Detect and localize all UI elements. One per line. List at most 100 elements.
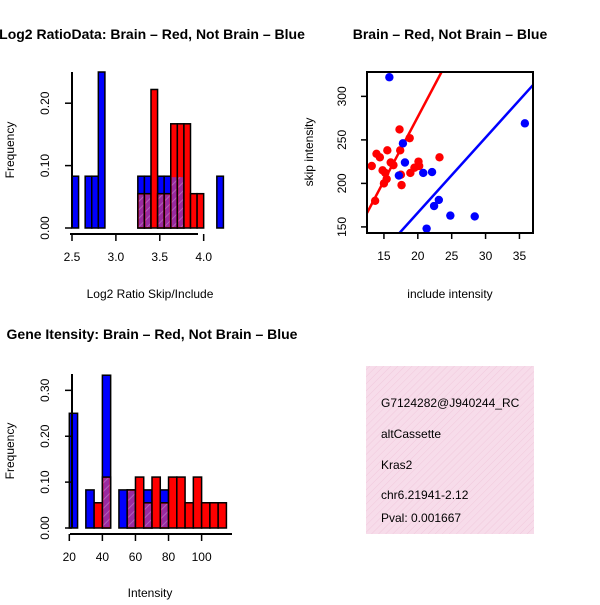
scatter-point-not-brain [470,212,479,221]
hist-bar-brain [134,476,145,529]
hist-bar-overlap-hatch [138,194,144,227]
x-tick-label: 15 [377,249,391,263]
ratio-histogram: Log2 RatioData: Brain – Red, Not Brain –… [0,26,305,301]
scatter-point-brain [389,160,398,170]
info-panel-background [366,366,534,534]
x-tick-label: 35 [513,249,527,263]
info-pval: Pval: 0.001667 [381,511,461,525]
y-tick-label: 150 [335,217,349,237]
scatter-point-brain [414,161,424,171]
scatter-x-label: include intensity [407,287,492,301]
scatter-point-brain [383,146,392,155]
scatter-point-not-brain [400,158,410,167]
ratio-x-label: Log2 Ratio Skip/Include [87,287,214,301]
hist-bar-brain [189,192,198,229]
x-tick-label: 2.5 [64,250,81,264]
ratio-y-label: Frequency [3,122,17,179]
y-tick-label: 0.20 [38,424,52,448]
scatter-point-not-brain [385,73,394,82]
intensity-x-label: Intensity [128,586,173,600]
x-tick-label: 20 [63,550,77,564]
info-probe-id: G7124282@J940244_RC [381,396,520,410]
info-location: chr6.21941-2.12 [381,488,469,502]
hist-bar-brain [176,476,186,529]
hist-bar-overlap-hatch [178,177,183,227]
x-tick-label: 40 [96,550,110,564]
hist-bar-brain [209,502,219,529]
hist-bar-brain [151,476,162,529]
intensity-y-label: Frequency [3,423,17,480]
y-tick-label: 0.00 [38,216,52,240]
ratio-histogram-title: Log2 RatioData: Brain – Red, Not Brain –… [0,26,305,42]
info-gene-name: Kras2 [381,458,413,472]
scatter-point-brain [405,133,414,143]
intensity-histogram: Gene Itensity: Brain – Red, Not Brain – … [3,326,298,600]
x-tick-label: 20 [411,249,425,263]
hist-bar-overlap-hatch [171,177,177,227]
x-tick-label: 4.0 [195,250,212,264]
hist-bar-not-brain [68,412,79,529]
intensity-histogram-title: Gene Itensity: Brain – Red, Not Brain – … [7,326,298,342]
scatter-point-brain [367,161,376,171]
hist-bar-brain [196,192,205,229]
scatter-point-not-brain [422,224,431,233]
scatter-point-brain [395,125,404,134]
hist-bar-brain [192,476,203,529]
scatter-point-brain [435,153,444,162]
x-tick-label: 30 [479,249,493,263]
scatter-point-not-brain [394,171,404,180]
hist-bar-overlap-hatch [128,490,135,527]
y-tick-label: 200 [335,173,349,193]
hist-bar-overlap-hatch [165,194,170,227]
scatter-point-not-brain [427,167,437,177]
scatter-y-label: skip intensity [302,118,316,187]
hist-bar-not-brain [91,175,100,229]
y-tick-label: 0.10 [38,470,52,494]
hist-bar-not-brain [118,489,128,529]
hist-bar-brain [167,476,178,529]
x-tick-label: 100 [192,550,212,564]
y-tick-label: 0.20 [38,91,52,115]
y-tick-label: 0.10 [38,154,52,178]
scatter-point-brain [396,146,405,155]
scatter-title: Brain – Red, Not Brain – Blue [353,26,548,42]
y-tick-label: 250 [335,130,349,150]
hist-bar-brain [183,123,192,229]
scatter-point-not-brain [429,201,439,211]
scatter-point-not-brain [419,168,428,178]
scatter-point-brain [382,174,391,184]
hist-bar-not-brain [97,71,106,229]
y-tick-label: 0.00 [38,516,52,540]
hist-bar-brain [93,502,104,529]
hist-bar-overlap-hatch [103,478,110,527]
scatter-point-not-brain [446,211,455,220]
scatter-point-brain [397,180,406,190]
hist-bar-brain [200,502,211,529]
info-event-type: altCassette [381,427,441,441]
info-panel: G7124282@J940244_RC altCassette Kras2 ch… [366,366,534,534]
scatter-point-brain [375,153,385,162]
x-tick-label: 3.5 [151,250,168,264]
hist-bar-overlap-hatch [144,503,151,527]
hist-bar-brain [184,502,195,529]
x-tick-label: 80 [162,550,176,564]
hist-bar-not-brain [84,175,93,229]
intensity-scatter: Brain – Red, Not Brain – Blue 15 20 25 30 35… [302,26,547,301]
scatter-frame [366,71,534,234]
y-tick-label: 0.30 [38,378,52,402]
x-tick-label: 25 [445,249,459,263]
hist-bar-not-brain [216,175,225,229]
y-tick-label: 300 [335,86,349,106]
scatter-point-not-brain [398,139,408,148]
hist-bar-overlap-hatch [145,194,150,227]
x-tick-label: 3.0 [108,250,125,264]
scatter-point-not-brain [434,195,444,205]
scatter-point-brain [370,196,380,205]
fit-line-not-brain [398,84,533,233]
scatter-point-not-brain [520,119,530,128]
hist-bar-brain [217,502,228,529]
x-tick-label: 60 [129,550,143,564]
hist-bar-not-brain [85,489,95,529]
